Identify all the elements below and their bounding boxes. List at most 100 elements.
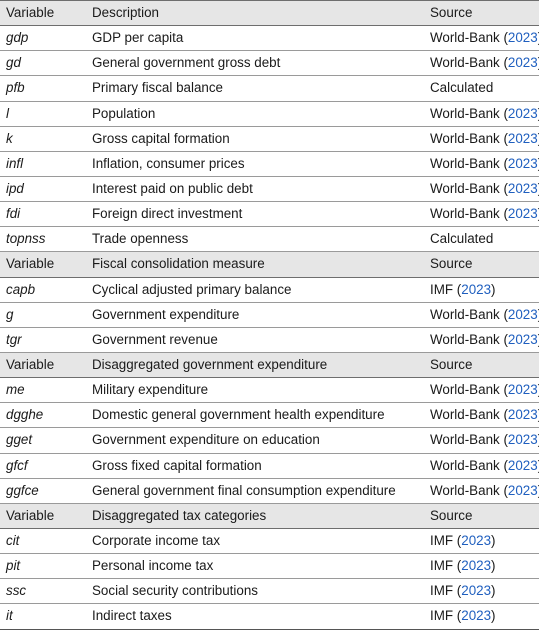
table-row: pit Personal income tax IMF (2023): [0, 553, 539, 580]
citation-year-link[interactable]: 2023: [507, 30, 538, 46]
source-name: World-Bank: [430, 331, 500, 347]
source-name: World-Bank: [430, 206, 500, 222]
variable-name-cell: me: [0, 377, 86, 404]
column-header-source: Source: [425, 0, 539, 27]
source-name: Calculated: [430, 231, 494, 247]
citation-year-link[interactable]: 2023: [507, 432, 538, 448]
description-cell: Trade openness: [86, 226, 425, 253]
column-header-variable: Variable: [0, 502, 86, 529]
description-cell: Social security contributions: [86, 578, 425, 605]
source-cell: World-Bank (2023): [425, 126, 539, 152]
table-row: pfb Primary fiscal balance Calculated: [0, 75, 539, 102]
description-cell: Foreign direct investment: [86, 201, 425, 228]
description-cell: Gross fixed capital formation: [86, 453, 425, 479]
section-header-row: Variable Disaggregated tax categories Sour…: [0, 502, 539, 529]
column-header-source: Source: [425, 251, 539, 278]
column-header-variable: Variable: [0, 351, 86, 379]
table-row: ggfce General government final consumptio…: [0, 478, 539, 504]
citation-year-link[interactable]: 2023: [507, 130, 538, 146]
source-name: World-Bank: [430, 407, 500, 423]
variable-name-cell: cit: [0, 528, 86, 555]
description-cell: Government expenditure: [86, 302, 425, 328]
citation-year-link[interactable]: 2023: [461, 281, 492, 297]
citation-year-link[interactable]: 2023: [507, 407, 538, 423]
variable-name-cell: it: [0, 603, 86, 630]
section-header-row: Variable Description Source: [0, 0, 539, 27]
variable-name-cell: fdi: [0, 201, 86, 228]
citation-year-link[interactable]: 2023: [461, 558, 492, 574]
source-name: World-Bank: [430, 432, 500, 448]
table-row: it Indirect taxes IMF (2023): [0, 603, 539, 630]
section-header-row: Variable Fiscal consolidation measure Sour…: [0, 251, 539, 278]
variable-name-cell: capb: [0, 277, 86, 303]
source-name: IMF: [430, 558, 454, 574]
table-row: cit Corporate income tax IMF (2023): [0, 528, 539, 555]
source-name: World-Bank: [430, 130, 500, 146]
source-cell: World-Bank (2023): [425, 201, 539, 228]
table-row: topnss Trade openness Calculated: [0, 226, 539, 253]
source-name: World-Bank: [430, 181, 500, 197]
description-cell: Military expenditure: [86, 377, 425, 404]
source-cell: World-Bank (2023): [425, 176, 539, 203]
source-cell: World-Bank (2023): [425, 377, 539, 404]
source-cell: World-Bank (2023): [425, 453, 539, 479]
source-cell: World-Bank (2023): [425, 427, 539, 454]
source-name: World-Bank: [430, 482, 500, 498]
description-cell: Corporate income tax: [86, 528, 425, 555]
citation-year-link[interactable]: 2023: [507, 457, 538, 473]
citation-year-link[interactable]: 2023: [507, 382, 538, 398]
citation-year-link[interactable]: 2023: [507, 331, 538, 347]
variable-name-cell: ssc: [0, 578, 86, 605]
variable-name-cell: g: [0, 302, 86, 328]
source-cell: Calculated: [425, 226, 539, 253]
variable-name-cell: gget: [0, 427, 86, 454]
variable-name-cell: tgr: [0, 327, 86, 353]
table-row: gget Government expenditure on education W…: [0, 427, 539, 454]
variable-name-cell: ipd: [0, 176, 86, 203]
source-name: Calculated: [430, 80, 494, 96]
citation-year-link[interactable]: 2023: [507, 306, 538, 322]
column-header-description: Fiscal consolidation measure: [86, 251, 425, 278]
citation-year-link[interactable]: 2023: [507, 206, 538, 222]
citation-year-link[interactable]: 2023: [507, 55, 538, 71]
description-cell: GDP per capita: [86, 25, 425, 52]
column-header-description: Description: [86, 0, 425, 27]
description-cell: Cyclical adjusted primary balance: [86, 277, 425, 303]
variable-name-cell: pfb: [0, 75, 86, 102]
table-row: ipd Interest paid on public debt World-Ban…: [0, 176, 539, 203]
source-name: World-Bank: [430, 155, 500, 171]
variable-name-cell: k: [0, 126, 86, 152]
variable-name-cell: pit: [0, 553, 86, 580]
variable-name-cell: gd: [0, 50, 86, 77]
source-cell: World-Bank (2023): [425, 25, 539, 52]
variable-name-cell: gfcf: [0, 453, 86, 479]
table-row: gd General government gross debt World-Ban…: [0, 50, 539, 77]
table-row: fdi Foreign direct investment World-Bank (…: [0, 201, 539, 228]
source-cell: World-Bank (2023): [425, 50, 539, 77]
source-cell: Calculated: [425, 75, 539, 102]
citation-year-link[interactable]: 2023: [507, 155, 538, 171]
variable-name-cell: gdp: [0, 25, 86, 52]
description-cell: Domestic general government health expen…: [86, 402, 425, 429]
source-cell: World-Bank (2023): [425, 101, 539, 127]
source-cell: World-Bank (2023): [425, 402, 539, 429]
citation-year-link[interactable]: 2023: [461, 583, 492, 599]
citation-year-link[interactable]: 2023: [461, 533, 492, 549]
source-cell: IMF (2023): [425, 553, 539, 580]
description-cell: Inflation, consumer prices: [86, 151, 425, 177]
column-header-source: Source: [425, 502, 539, 529]
source-cell: IMF (2023): [425, 603, 539, 630]
source-cell: IMF (2023): [425, 528, 539, 555]
citation-year-link[interactable]: 2023: [507, 105, 538, 121]
description-cell: Primary fiscal balance: [86, 75, 425, 102]
source-name: World-Bank: [430, 30, 500, 46]
citation-year-link[interactable]: 2023: [507, 482, 538, 498]
variable-name-cell: ggfce: [0, 478, 86, 504]
citation-year-link[interactable]: 2023: [461, 608, 492, 624]
citation-year-link[interactable]: 2023: [507, 181, 538, 197]
column-header-variable: Variable: [0, 0, 86, 27]
source-name: World-Bank: [430, 105, 500, 121]
